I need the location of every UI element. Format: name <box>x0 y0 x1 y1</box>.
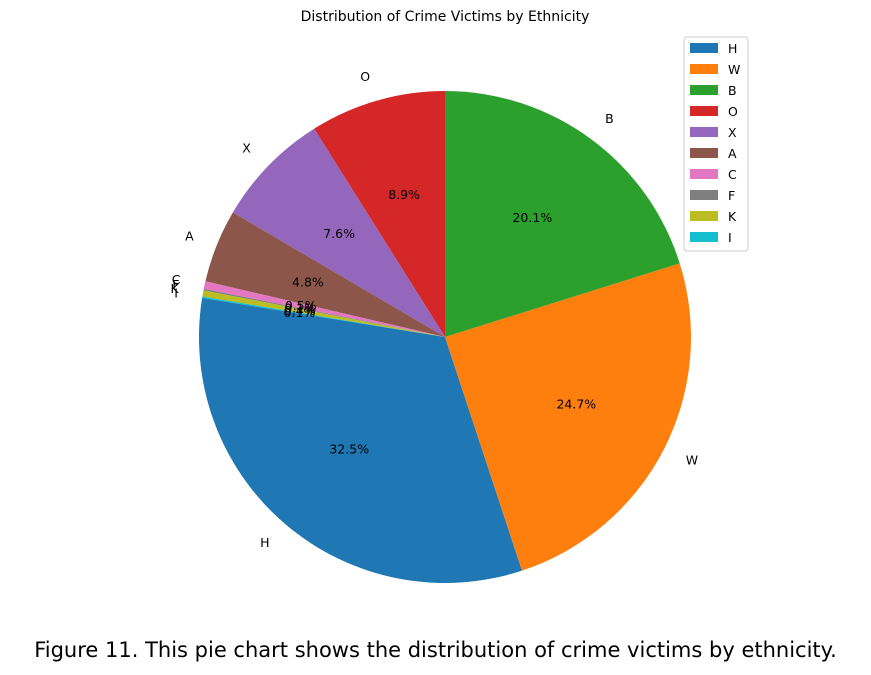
legend-swatch-k <box>690 211 718 221</box>
pie-slice-x <box>232 128 445 337</box>
pct-label-w: 24.7% <box>556 396 596 411</box>
slice-label-b: B <box>605 111 614 126</box>
legend-swatch-o <box>690 106 718 116</box>
pie-slice-i <box>202 296 445 337</box>
pie-slice-h <box>198 298 522 583</box>
slice-label-c: C <box>172 272 181 287</box>
slice-label-i: I <box>174 285 178 300</box>
legend-label-b: B <box>728 83 737 98</box>
legend-label-a: A <box>728 146 737 161</box>
legend-label-i: I <box>728 230 732 245</box>
legend-swatch-i <box>690 232 718 242</box>
slice-label-h: H <box>260 535 269 550</box>
pie-slice-b <box>445 91 680 337</box>
pct-label-h: 32.5% <box>329 441 369 456</box>
legend-label-f: F <box>728 188 735 203</box>
legend-label-h: H <box>728 41 737 56</box>
pie-slice-f <box>203 288 445 337</box>
pie-slice-c <box>203 281 445 337</box>
legend-label-o: O <box>728 104 738 119</box>
legend-swatch-w <box>690 64 718 74</box>
slice-label-k: K <box>170 281 179 296</box>
legend-swatch-b <box>690 85 718 95</box>
pie-slice-o <box>314 91 445 337</box>
legend-swatch-a <box>690 148 718 158</box>
pie-slice-w <box>445 263 692 571</box>
legend-swatch-h <box>690 43 718 53</box>
slice-label-x: X <box>242 141 251 156</box>
pct-label-i: 0.1% <box>283 305 315 320</box>
figure-caption: Figure 11. This pie chart shows the dist… <box>34 638 837 662</box>
pct-label-a: 4.8% <box>292 274 324 289</box>
pct-label-k: 0.4% <box>284 303 316 318</box>
pct-label-b: 20.1% <box>512 210 552 225</box>
pct-label-x: 7.6% <box>323 226 355 241</box>
legend-label-w: W <box>728 62 740 77</box>
pie-slice-k <box>202 290 445 337</box>
legend-label-x: X <box>728 125 737 140</box>
legend-label-k: K <box>728 209 737 224</box>
percentage-labels: 8.9% 7.6% 4.8% 0.5%0.1%0.4%0.1% 32.5% 24.7% 20… <box>283 187 596 456</box>
legend-swatch-c <box>690 169 718 179</box>
legend-swatch-f <box>690 190 718 200</box>
legend-label-c: C <box>728 167 737 182</box>
chart-title: Distribution of Crime Victims by Ethnici… <box>301 9 590 25</box>
pie-slices <box>198 91 692 583</box>
slice-label-a: A <box>185 229 194 244</box>
slice-label-w: W <box>686 453 698 468</box>
pie-slice-a <box>205 212 445 337</box>
pct-label-c: 0.5% <box>285 298 317 313</box>
pct-label-o: 8.9% <box>388 187 420 202</box>
slice-label-f: F <box>172 277 179 292</box>
pie-chart: Distribution of Crime Victims by Ethnici… <box>170 9 749 583</box>
slice-label-o: O <box>360 69 370 84</box>
legend-swatch-x <box>690 127 718 137</box>
pct-label-f: 0.1% <box>284 301 316 316</box>
